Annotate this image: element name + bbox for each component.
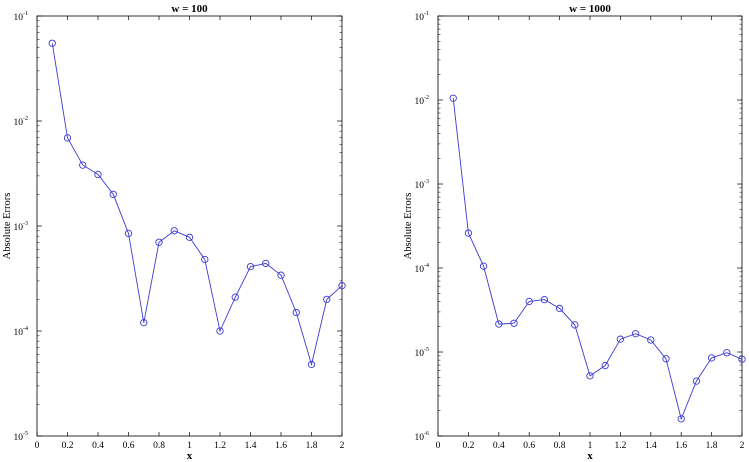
y-tick-label: 10-3 [415,179,430,191]
panel-w100: w = 100 Absolute Errors x 0 0.2 0.4 0.6 0.8 1… [2,3,346,462]
plot-frame [36,15,343,437]
data-point [109,190,117,199]
x-tick-label: 0 [436,441,441,451]
data-point [525,297,533,306]
data-point [662,355,670,363]
data-point [292,308,300,317]
series-group [48,39,346,369]
data-point [631,330,640,338]
y-tick-label: 10-5 [415,347,430,359]
y-tick-label: 10-2 [415,95,430,107]
x-tick-label: 0.6 [523,441,535,451]
x-tick-label: 1 [588,441,593,451]
x-tick-label: 0.6 [123,441,135,451]
data-point [540,295,549,304]
data-point [479,262,488,270]
data-point [571,321,579,329]
y-tick-label: 10-1 [415,11,430,23]
data-point [170,227,178,235]
x-tick-label: 2 [740,441,745,451]
x-tick-label: 1.4 [645,441,657,451]
data-point [63,134,72,142]
x-ticks: 0 0.2 0.4 0.6 0.8 1 1.2 1.4 1.6 1.8 2 [35,16,345,451]
data-point [464,229,473,237]
data-point [48,39,56,47]
x-tick-label: 1.6 [275,441,287,451]
data-point [307,360,316,369]
data-point [677,415,685,423]
y-tick-label: 10-4 [14,326,29,338]
data-point [338,282,346,290]
data-point [692,377,701,385]
data-point [124,229,133,238]
x-tick-label: 1.6 [675,441,687,451]
x-tick-label: 1.2 [214,441,226,451]
x-tick-label: 1 [187,441,192,451]
data-point [185,233,194,241]
y-ticks: 10-6 10-5 10-4 10-3 10-2 10-1 [415,11,742,443]
y-tick-label: 10-5 [14,431,29,443]
x-ticks: 0 0.2 0.4 0.6 0.8 1 1.2 1.4 1.6 1.8 2 [436,16,745,451]
series-line [51,43,343,367]
data-point [495,320,503,328]
data-point [201,255,209,264]
x-tick-label: 0 [35,441,40,451]
data-point [723,349,731,357]
x-tick-label: 0.2 [462,441,474,451]
y-tick-label: 10-3 [14,221,29,233]
data-point [323,295,331,304]
y-ticks: 10-5 10-4 10-3 10-2 10-1 [14,11,342,443]
y-tick-label: 10-2 [14,116,29,128]
y-tick-label: 10-6 [415,431,430,443]
data-point [155,238,163,246]
y-axis-label: Absolute Errors [2,193,13,260]
data-point [586,372,594,380]
x-tick-label: 1.8 [306,441,318,451]
x-tick-label: 0.8 [153,441,165,451]
data-point [140,319,148,327]
x-tick-label: 2 [340,441,345,451]
chart-title: w = 1000 [569,3,611,15]
data-point [79,161,87,169]
y-axis-label: Absolute Errors [403,193,414,260]
data-point [601,361,609,370]
data-point [231,293,239,301]
data-point [510,319,518,327]
x-tick-label: 0.4 [493,441,505,451]
data-point [94,170,102,179]
x-tick-label: 0.8 [554,441,566,451]
data-point [616,335,625,343]
data-point [246,263,255,271]
x-tick-label: 1.4 [245,441,257,451]
x-tick-label: 0.2 [62,441,74,451]
x-tick-label: 1.2 [614,441,626,451]
data-point [449,94,457,102]
x-tick-label: 1.8 [706,441,718,451]
data-point [707,354,716,362]
data-point [555,304,564,313]
x-axis-label: x [187,450,193,462]
x-axis-label: x [587,450,593,462]
data-point [277,271,285,279]
panel-w1000: w = 1000 Absolute Errors x 0 0.2 0.4 0.6 0.8… [403,3,746,462]
chart-title: w = 100 [171,3,208,15]
y-tick-label: 10-1 [14,11,29,23]
data-point [647,336,655,344]
series-line [452,98,743,421]
y-tick-label: 10-4 [415,263,430,275]
data-point [738,355,746,363]
data-point [262,259,270,268]
series-group [449,94,746,423]
data-point [216,327,224,335]
x-tick-label: 0.4 [92,441,104,451]
